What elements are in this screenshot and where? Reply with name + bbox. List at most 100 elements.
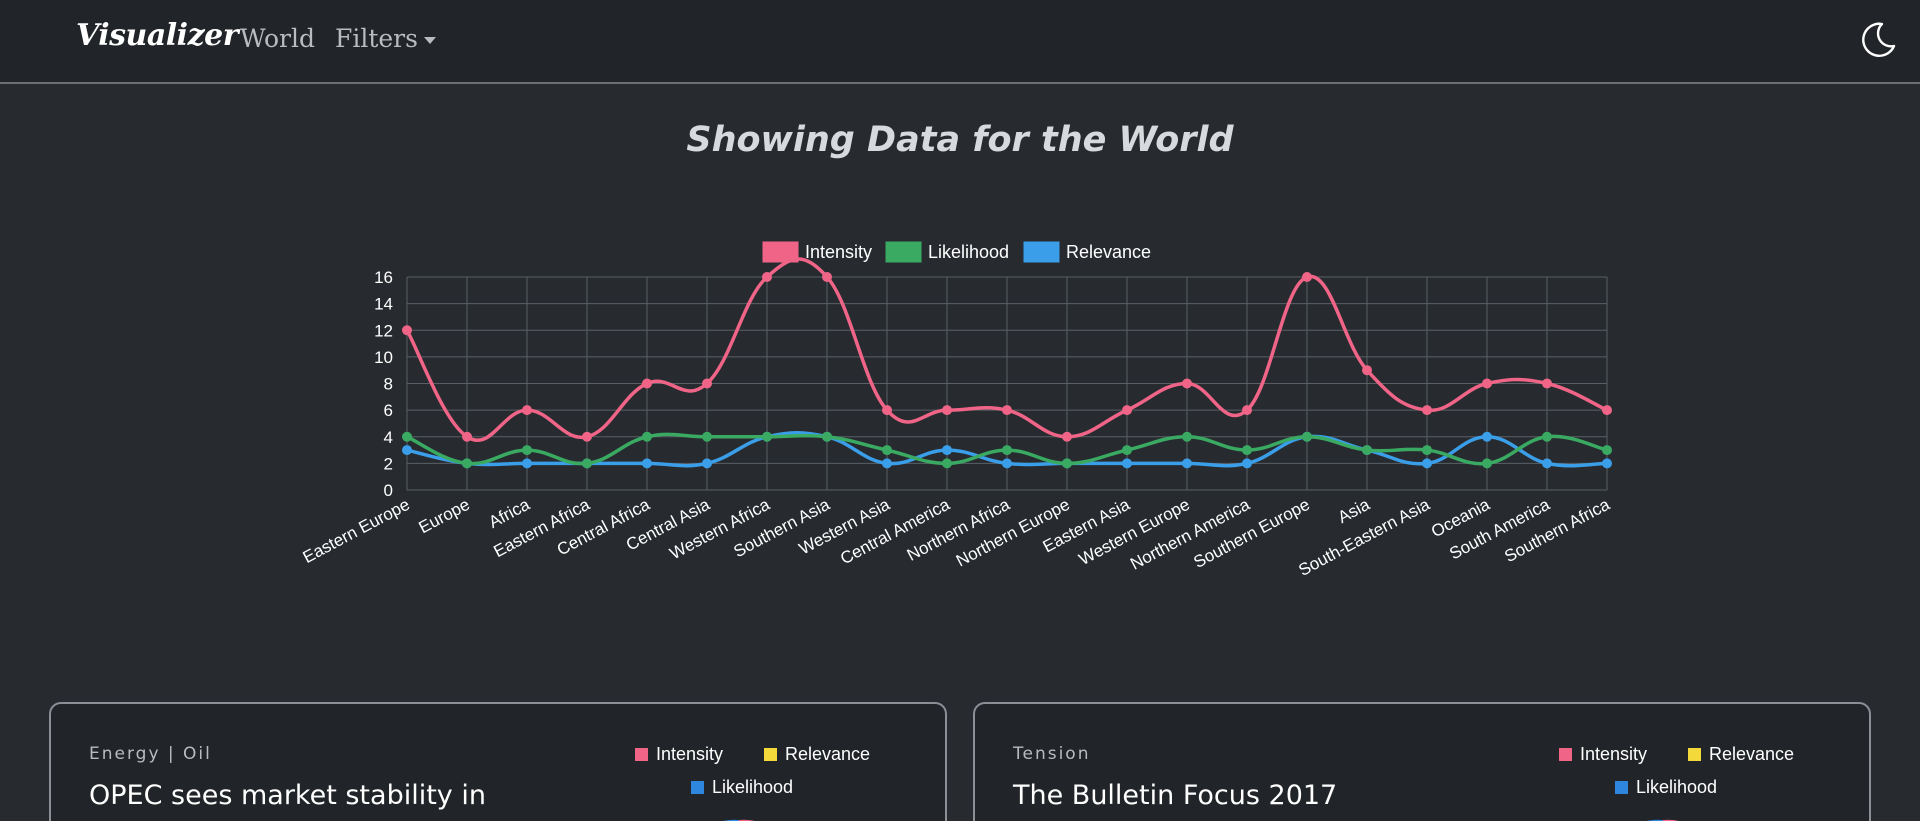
legend-label: Likelihood [928,242,1009,262]
data-point-relevance [1602,458,1612,468]
pie-legend-relevance[interactable]: Relevance [1688,744,1794,765]
data-point-intensity [1182,379,1192,389]
brand-logo[interactable]: Visualizer [76,18,238,53]
data-point-likelihood [702,432,712,442]
x-tick-label: Asia [1335,495,1374,528]
legend-label: Intensity [805,242,872,262]
nav-dropdown-filters-label: Filters [335,24,418,53]
card-topic: Energy | Oil [89,744,212,764]
data-point-likelihood [762,432,772,442]
page-title: Showing Data for the World [0,120,1920,160]
y-tick-label: 8 [384,375,393,394]
legend-swatch [1615,781,1628,794]
data-point-intensity [1542,379,1552,389]
data-point-relevance [882,458,892,468]
data-point-intensity [462,432,472,442]
card-topic: Tension [1013,744,1090,764]
data-point-likelihood [942,458,952,468]
data-point-likelihood [522,445,532,455]
legend-swatch [1024,242,1059,262]
caret-down-icon [424,37,436,44]
data-point-intensity [1242,405,1252,415]
x-tick-label: Western Africa [667,495,774,564]
data-point-relevance [1002,458,1012,468]
y-tick-label: 6 [384,401,393,420]
pie-legend-intensity[interactable]: Intensity [635,744,723,765]
data-point-relevance [942,445,952,455]
data-point-likelihood [1362,445,1372,455]
data-point-relevance [1542,458,1552,468]
legend-swatch [691,781,704,794]
card-title: The Bulletin Focus 2017 [1013,780,1337,811]
data-point-relevance [642,458,652,468]
y-tick-label: 14 [374,295,393,314]
pie-chart [669,812,809,821]
y-tick-label: 4 [384,428,393,447]
legend-swatch [635,748,648,761]
y-tick-label: 16 [374,268,393,287]
pie-chart [1593,812,1733,821]
data-point-likelihood [1542,432,1552,442]
data-point-likelihood [1422,445,1432,455]
data-point-likelihood [882,445,892,455]
pie-legend-likelihood[interactable]: Likelihood [1615,777,1717,798]
moon-icon[interactable] [1858,20,1898,60]
data-point-relevance [1182,458,1192,468]
data-point-intensity [1602,405,1612,415]
data-point-intensity [402,325,412,335]
data-point-intensity [942,405,952,415]
data-point-intensity [642,379,652,389]
data-point-intensity [1002,405,1012,415]
y-tick-label: 12 [374,321,393,340]
nav-link-world[interactable]: World [240,24,315,53]
data-point-intensity [1422,405,1432,415]
legend-swatch [764,748,777,761]
x-tick-label: Europe [416,495,473,538]
legend-swatch [1559,748,1572,761]
data-point-likelihood [1062,458,1072,468]
data-point-intensity [582,432,592,442]
data-point-intensity [1062,432,1072,442]
data-point-relevance [1122,458,1132,468]
nav-dropdown-filters[interactable]: Filters [335,24,436,53]
pie-legend-relevance[interactable]: Relevance [764,744,870,765]
data-point-likelihood [462,458,472,468]
legend-swatch [886,242,921,262]
data-point-likelihood [642,432,652,442]
data-point-relevance [1482,432,1492,442]
data-point-likelihood [1302,432,1312,442]
data-point-intensity [822,272,832,282]
data-point-intensity [1482,379,1492,389]
data-point-relevance [1242,458,1252,468]
legend-label: Relevance [1066,242,1151,262]
pie-legend-likelihood[interactable]: Likelihood [691,777,793,798]
data-point-intensity [522,405,532,415]
data-point-intensity [1122,405,1132,415]
pie-legend-intensity[interactable]: Intensity [1559,744,1647,765]
data-point-intensity [882,405,892,415]
data-point-likelihood [1122,445,1132,455]
y-tick-label: 0 [384,481,393,500]
x-tick-label: South America [1446,495,1553,564]
y-tick-label: 2 [384,454,393,473]
data-point-likelihood [1482,458,1492,468]
x-tick-label: Eastern Europe [300,495,413,567]
insight-card-tension[interactable]: Tension The Bulletin Focus 2017 Intensit… [973,702,1871,821]
data-point-intensity [1362,365,1372,375]
data-point-relevance [702,458,712,468]
data-point-likelihood [402,432,412,442]
data-point-relevance [1422,458,1432,468]
data-point-relevance [522,458,532,468]
insight-card-energy[interactable]: Energy | Oil OPEC sees market stability … [49,702,947,821]
navbar: Visualizer World Filters [0,0,1920,84]
data-point-likelihood [1242,445,1252,455]
data-point-likelihood [1602,445,1612,455]
data-point-likelihood [822,432,832,442]
data-point-intensity [1302,272,1312,282]
card-title: OPEC sees market stability in [89,780,486,811]
data-point-intensity [762,272,772,282]
data-point-likelihood [1182,432,1192,442]
y-tick-label: 10 [374,348,393,367]
data-point-relevance [402,445,412,455]
data-point-likelihood [1002,445,1012,455]
